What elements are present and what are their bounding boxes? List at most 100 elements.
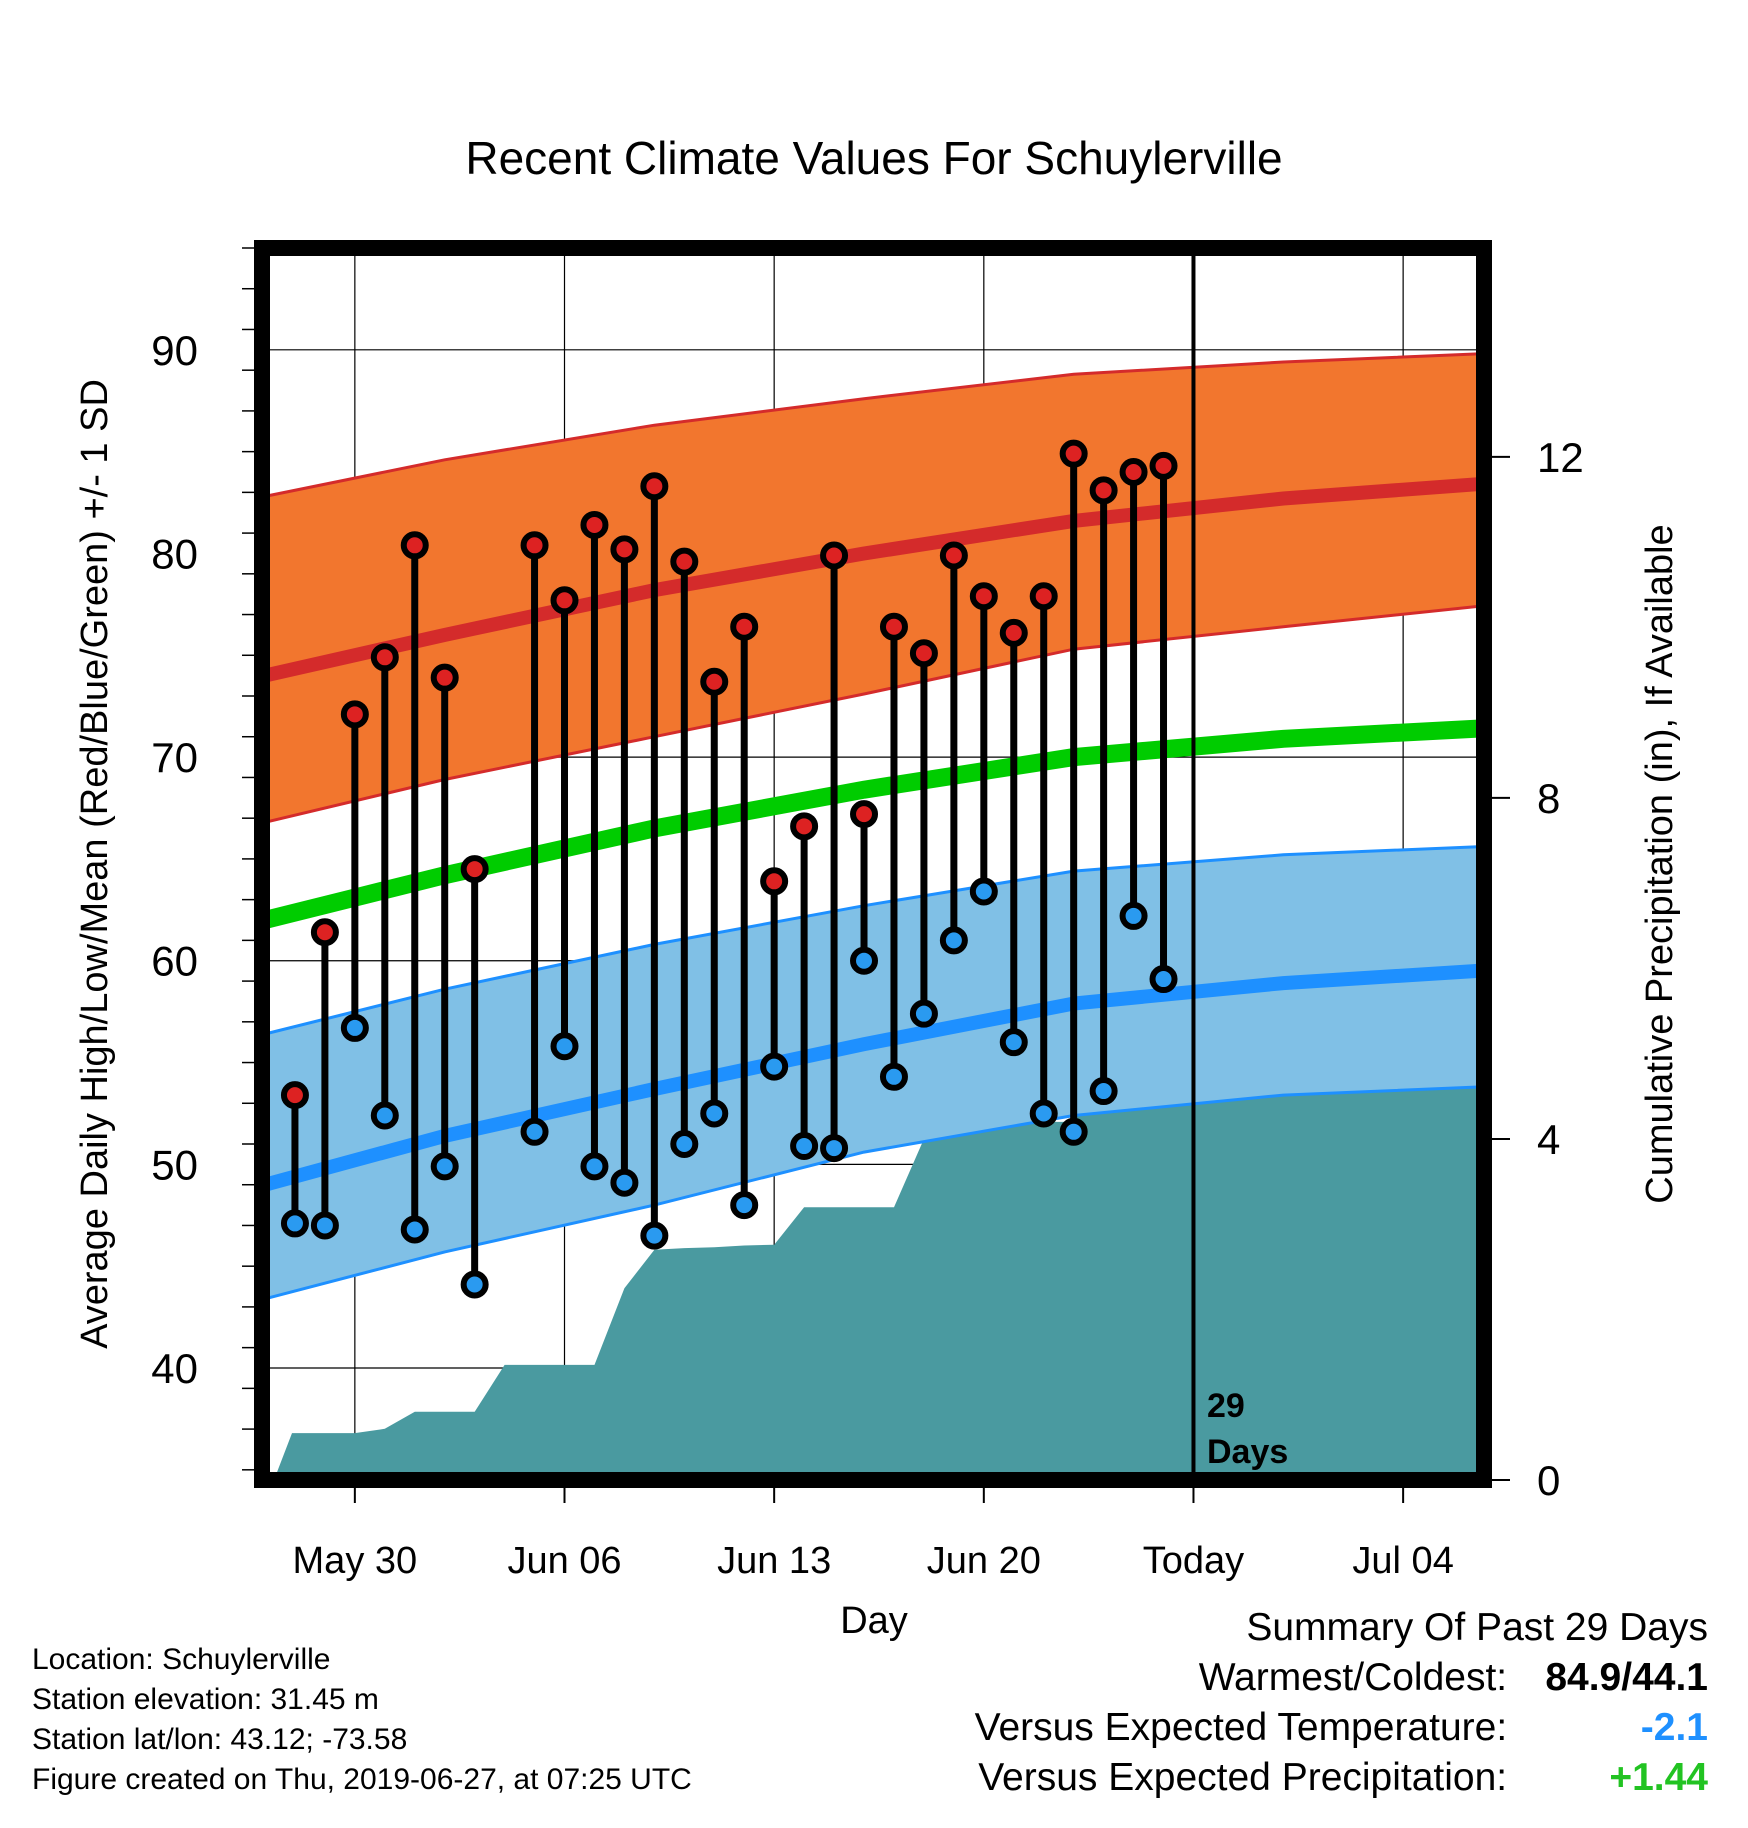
y-right-tick-label: 12 (1537, 434, 1584, 481)
y-left-tick-label: 60 (151, 938, 198, 985)
warmest-coldest-value: 84.9/44.1 (1545, 1656, 1708, 1699)
obs-low-point (340, 1013, 369, 1042)
summary-temperature: Versus Expected Temperature: -2.1 (975, 1703, 1708, 1753)
latlon-text: Station lat/lon: 43.12; -73.58 (32, 1723, 408, 1756)
high-band-upper-edge (264, 352, 1479, 498)
summary-panel: Summary Of Past 29 Days Warmest/Coldest:… (975, 1603, 1708, 1803)
obs-low-point (730, 1191, 759, 1220)
obs-low-point (969, 877, 998, 906)
x-tick-label: Today (1143, 1540, 1244, 1582)
low-band-lower-edge (264, 1085, 1479, 1301)
temp-anomaly-label: Versus Expected Temperature: (974, 1706, 1508, 1749)
y-axis-left-label: Average Daily High/Low/Mean (Red/Blue/Gr… (74, 379, 116, 1349)
obs-low-point (550, 1032, 579, 1061)
obs-high-point (280, 1081, 309, 1110)
obs-high-point (370, 643, 399, 672)
x-tick-label: May 30 (293, 1540, 418, 1582)
elevation-text: Station elevation: 31.45 m (32, 1683, 379, 1716)
obs-high-point (1059, 439, 1088, 468)
obs-low-point (1059, 1117, 1088, 1146)
plot-frame (254, 240, 1492, 1488)
x-tick-label: Jun 06 (507, 1540, 621, 1582)
obs-low-point (310, 1211, 339, 1240)
obs-low-point (999, 1028, 1028, 1057)
today-days-unit: Days (1207, 1433, 1288, 1471)
obs-high-point (340, 700, 369, 729)
obs-low-point (1119, 901, 1148, 930)
summary-precipitation: Versus Expected Precipitation: +1.44 (975, 1753, 1708, 1803)
obs-low-point (790, 1132, 819, 1161)
obs-high-point (730, 612, 759, 641)
obs-high-point (939, 541, 968, 570)
summary-warmest-coldest: Warmest/Coldest: 84.9/44.1 (975, 1653, 1708, 1703)
y-left-tick-label: 40 (151, 1345, 198, 1392)
chart-title: Recent Climate Values For Schuylerville (465, 132, 1282, 184)
obs-low-point (1029, 1099, 1058, 1128)
obs-high-point (670, 547, 699, 576)
x-tick-label: Jul 04 (1352, 1540, 1453, 1582)
obs-high-point (640, 472, 669, 501)
obs-low-point (820, 1134, 849, 1163)
obs-low-point (760, 1052, 789, 1081)
obs-high-point (580, 510, 609, 539)
y-right-tick-label: 8 (1537, 775, 1560, 822)
obs-low-point (1149, 965, 1178, 994)
obs-low-point (939, 926, 968, 955)
obs-high-point (1029, 582, 1058, 611)
created-text: Figure created on Thu, 2019-06-27, at 07… (32, 1763, 692, 1796)
temp-anomaly-value: -2.1 (1640, 1706, 1708, 1749)
obs-high-point (460, 855, 489, 884)
obs-low-point (280, 1209, 309, 1238)
obs-low-point (580, 1152, 609, 1181)
precip-anomaly-value: +1.44 (1609, 1756, 1708, 1799)
obs-high-point (520, 531, 549, 560)
x-axis-label: Day (840, 1600, 908, 1642)
y-right-tick-label: 0 (1537, 1457, 1560, 1504)
y-left-tick-label: 70 (151, 734, 198, 781)
today-days-count: 29 (1207, 1387, 1245, 1425)
obs-high-point (310, 918, 339, 947)
obs-high-point (850, 800, 879, 829)
obs-high-point (909, 639, 938, 668)
obs-high-point (999, 618, 1028, 647)
obs-high-point (760, 867, 789, 896)
obs-low-point (640, 1221, 669, 1250)
obs-low-point (400, 1215, 429, 1244)
obs-low-point (1089, 1077, 1118, 1106)
axes: 40 50 60 70 80 90 0 4 8 12 May 30 Jun 06 Jun 13 Jun 2… (151, 247, 1584, 1582)
high-mean-line (263, 477, 1479, 683)
obs-high-point (1089, 476, 1118, 505)
y-left-tick-label: 50 (151, 1141, 198, 1188)
obs-low-point (879, 1062, 908, 1091)
obs-low-point (370, 1101, 399, 1130)
precip-anomaly-label: Versus Expected Precipitation: (978, 1756, 1508, 1799)
obs-low-point (460, 1270, 489, 1299)
obs-high-point (610, 535, 639, 564)
y-left-tick-label: 90 (151, 327, 198, 374)
obs-high-point (400, 531, 429, 560)
obs-high-point (430, 663, 459, 692)
summary-title: Summary Of Past 29 Days (1246, 1606, 1708, 1649)
plot-area (262, 248, 1484, 1480)
location-text: Location: Schuylerville (32, 1643, 331, 1676)
obs-low-point (670, 1130, 699, 1158)
y-axis-right-label: Cumulative Precipitation (in), If Availa… (1639, 524, 1681, 1203)
obs-high-point (550, 586, 579, 615)
obs-high-point (790, 812, 819, 841)
x-tick-label: Jun 20 (927, 1540, 1041, 1582)
obs-high-point (969, 582, 998, 611)
obs-high-point (700, 667, 729, 696)
precip-area (274, 1053, 1478, 1480)
x-tick-label: Jun 13 (717, 1540, 831, 1582)
obs-low-point (610, 1168, 639, 1197)
obs-low-point (850, 946, 879, 975)
obs-high-point (1149, 451, 1178, 480)
station-info: Location: Schuylerville Station elevatio… (32, 1640, 692, 1800)
obs-low-point (700, 1099, 729, 1128)
low-band (265, 846, 1478, 1299)
obs-high-point (1119, 458, 1148, 486)
y-right-tick-label: 4 (1537, 1116, 1560, 1163)
obs-high-point (820, 541, 849, 570)
obs-low-point (520, 1117, 549, 1146)
